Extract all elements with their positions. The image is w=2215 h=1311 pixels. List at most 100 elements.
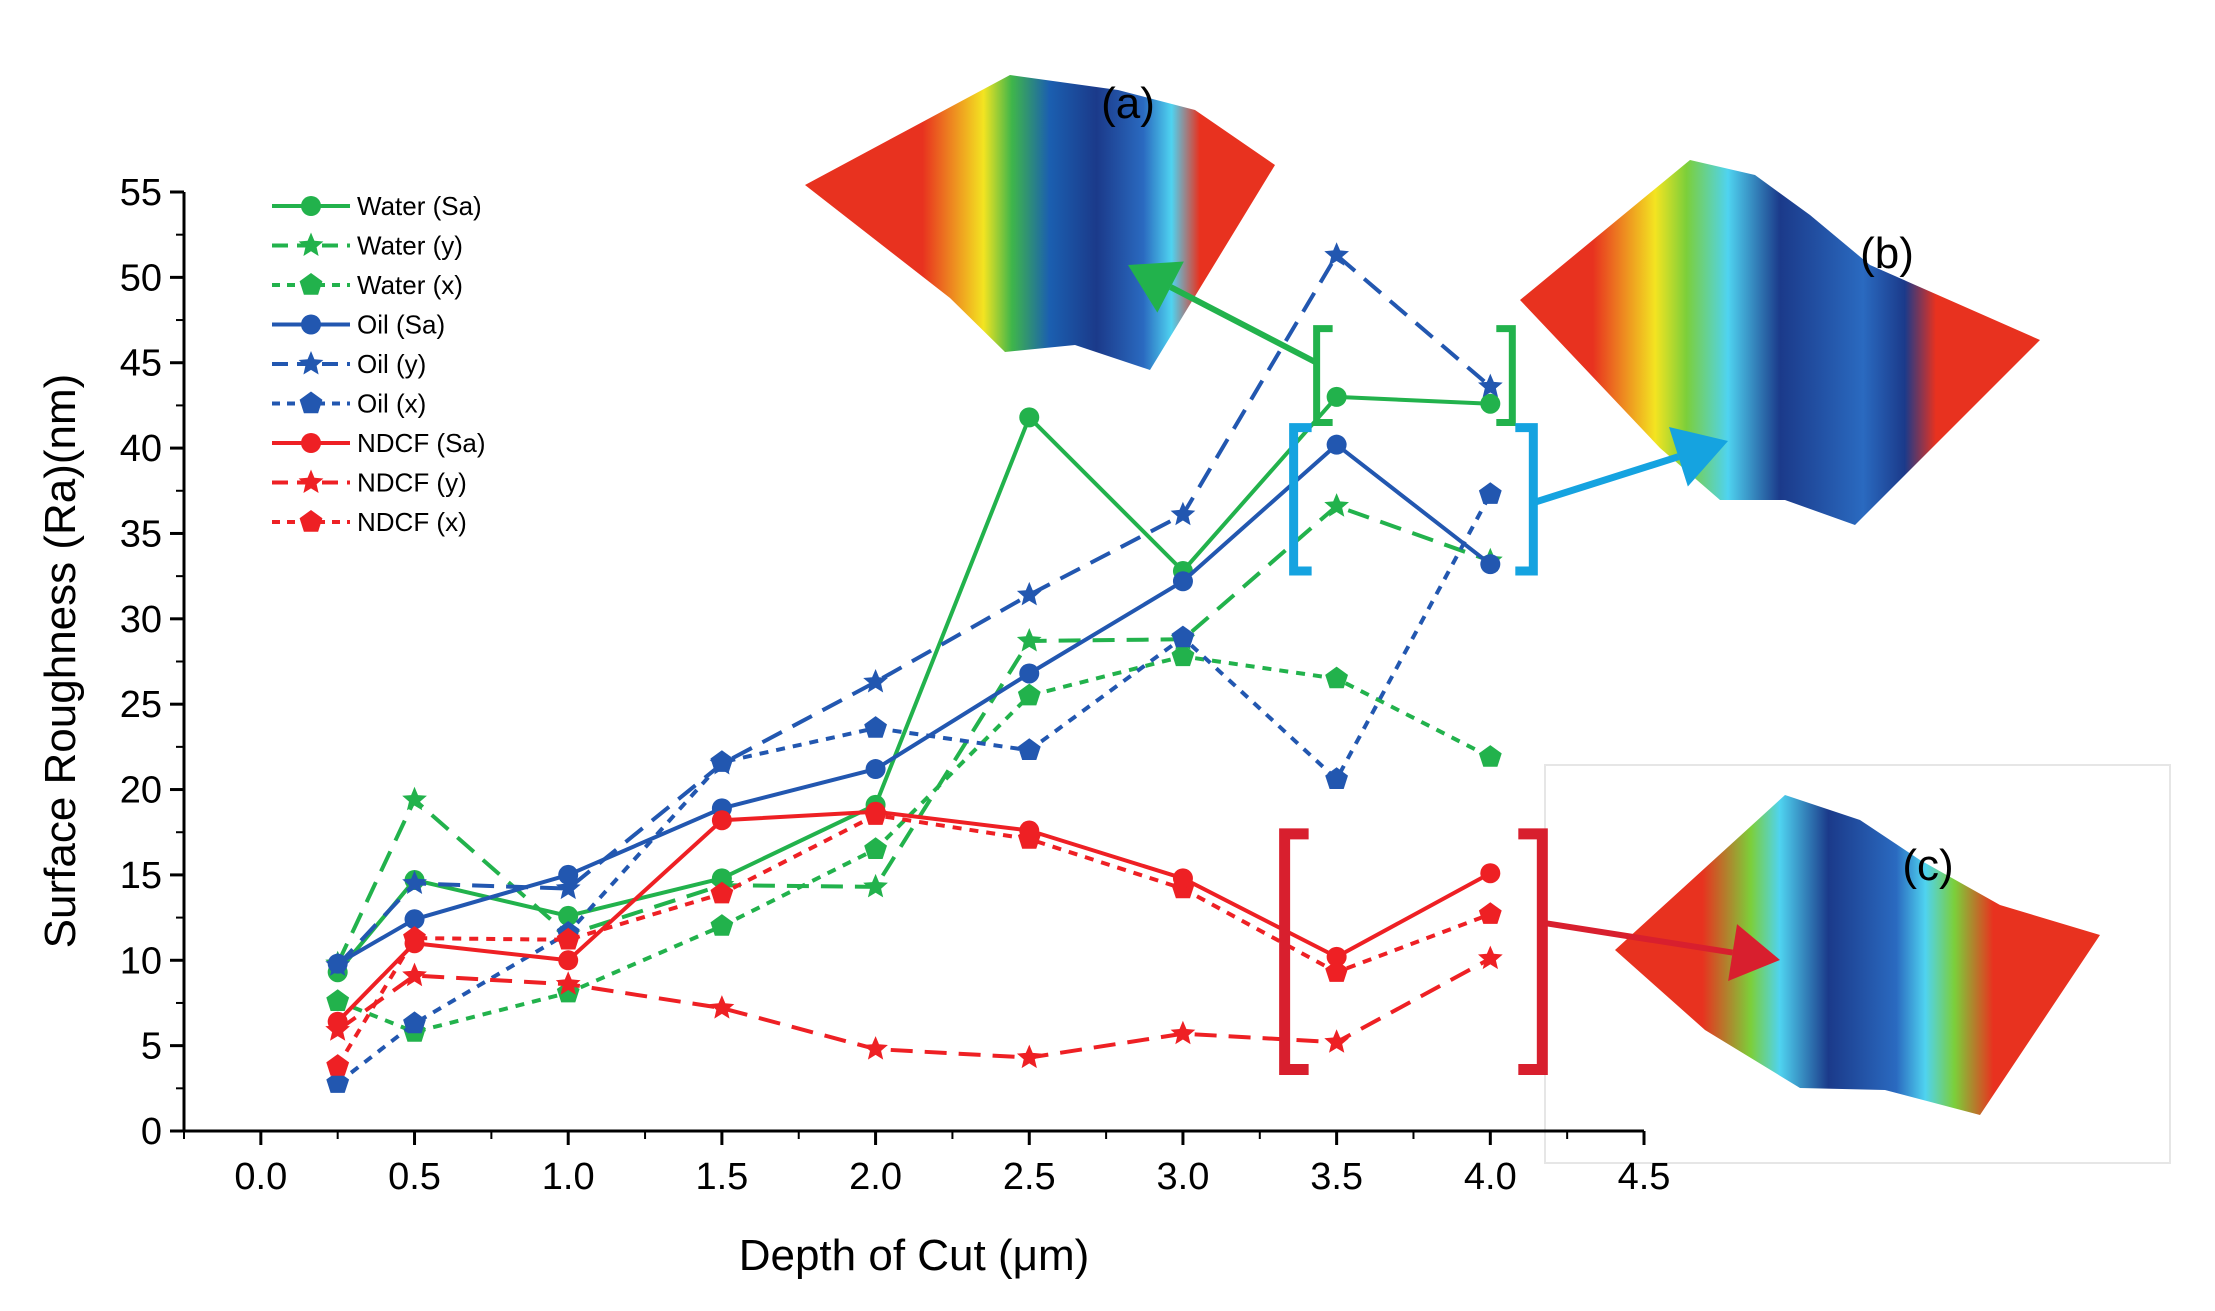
data-point bbox=[1324, 242, 1349, 266]
inset-label-a: (a) bbox=[1101, 79, 1155, 128]
legend-marker bbox=[299, 391, 323, 414]
data-point bbox=[402, 870, 427, 894]
data-point bbox=[1326, 386, 1347, 407]
y-tick-label: 25 bbox=[120, 684, 162, 726]
data-point bbox=[1016, 628, 1042, 652]
x-tick-label: 3.5 bbox=[1310, 1156, 1363, 1198]
series-ndcf-y bbox=[325, 945, 1503, 1069]
series-water-x bbox=[326, 644, 1502, 1042]
inset-label-c: (c) bbox=[1902, 841, 1953, 890]
data-point bbox=[710, 914, 734, 936]
data-point bbox=[710, 881, 734, 904]
data-point bbox=[865, 801, 886, 822]
legend-item: Water (y) bbox=[272, 231, 463, 261]
legend-label: Oil (Sa) bbox=[357, 310, 445, 340]
data-point bbox=[1017, 683, 1041, 706]
inset-label-b: (b) bbox=[1860, 229, 1914, 278]
legend-label: Water (Sa) bbox=[357, 191, 482, 221]
legend-marker bbox=[299, 273, 323, 295]
x-tick-label: 2.5 bbox=[1003, 1156, 1056, 1198]
series-oil-x bbox=[326, 482, 1502, 1093]
data-point bbox=[326, 1054, 350, 1076]
data-point bbox=[1016, 581, 1042, 606]
data-point bbox=[1170, 1020, 1196, 1045]
data-point bbox=[709, 995, 735, 1019]
data-point bbox=[1324, 493, 1349, 517]
legend-label: Water (y) bbox=[357, 231, 463, 261]
data-point bbox=[404, 933, 425, 954]
legend-item: Oil (Sa) bbox=[272, 310, 445, 340]
x-tick-label: 2.0 bbox=[849, 1156, 902, 1198]
data-point bbox=[1324, 1029, 1349, 1053]
x-tick-label: 4.0 bbox=[1464, 1156, 1517, 1198]
y-tick-label: 40 bbox=[120, 428, 162, 470]
y-ticks: 0 5 10 15 20 25 30 35 40 45 50 55 bbox=[120, 172, 184, 1153]
data-point bbox=[1478, 945, 1503, 970]
legend-item: NDCF (Sa) bbox=[272, 428, 486, 458]
data-point bbox=[1170, 501, 1196, 526]
x-tick-label: 3.0 bbox=[1157, 1156, 1210, 1198]
series-line-oil-x bbox=[336, 493, 1493, 1085]
data-point bbox=[402, 786, 427, 811]
y-axis-title: Surface Roughness (Ra)(nm) bbox=[36, 374, 85, 949]
legend-label: Oil (x) bbox=[357, 389, 426, 419]
data-point bbox=[402, 962, 427, 987]
y-tick-label: 55 bbox=[120, 172, 162, 214]
data-point bbox=[1171, 625, 1195, 648]
legend-item: NDCF (y) bbox=[272, 468, 467, 498]
x-tick-label: 0.5 bbox=[388, 1156, 441, 1198]
callouts bbox=[1128, 261, 1780, 1076]
data-point bbox=[1019, 663, 1040, 684]
y-tick-label: 30 bbox=[120, 599, 162, 641]
data-point bbox=[1172, 868, 1193, 889]
data-point bbox=[863, 873, 888, 898]
data-point bbox=[327, 953, 348, 974]
y-tick-label: 50 bbox=[120, 257, 162, 299]
series-line-ndcf-y bbox=[336, 956, 1492, 1060]
y-tick-label: 10 bbox=[120, 940, 162, 982]
legend-marker bbox=[298, 351, 324, 375]
legend-marker bbox=[301, 196, 321, 216]
callout-arrow bbox=[1532, 426, 1728, 507]
data-point bbox=[864, 837, 887, 859]
data-point bbox=[558, 905, 579, 926]
y-tick-label: 15 bbox=[120, 855, 162, 897]
data-point bbox=[1478, 902, 1502, 924]
legend-item: Oil (y) bbox=[272, 349, 426, 379]
data-point bbox=[1325, 666, 1348, 689]
series-ndcf-sa bbox=[327, 801, 1501, 1032]
x-tick-label: 4.5 bbox=[1618, 1156, 1671, 1198]
legend-marker bbox=[299, 510, 323, 532]
data-point bbox=[555, 971, 581, 995]
y-tick-label: 5 bbox=[141, 1026, 162, 1068]
legend-label: Oil (y) bbox=[357, 349, 426, 379]
data-point bbox=[326, 1071, 350, 1093]
data-point bbox=[1325, 767, 1348, 789]
data-point bbox=[555, 875, 581, 900]
x-tick-label: 1.5 bbox=[695, 1156, 748, 1198]
data-point bbox=[326, 989, 350, 1011]
callout-arrow bbox=[1128, 261, 1319, 366]
data-point bbox=[863, 669, 888, 693]
data-point bbox=[709, 750, 735, 775]
legend-label: NDCF (y) bbox=[357, 468, 467, 498]
x-tick-label: 1.0 bbox=[542, 1156, 595, 1198]
data-point bbox=[711, 868, 732, 889]
x-axis-title: Depth of Cut (μm) bbox=[739, 1231, 1090, 1280]
y-tick-label: 45 bbox=[120, 343, 162, 385]
series-line-ndcf-x bbox=[335, 813, 1492, 1068]
x-tick-label: 0.0 bbox=[234, 1156, 287, 1198]
legend-label: NDCF (x) bbox=[357, 507, 467, 537]
series-ndcf-x bbox=[326, 803, 1502, 1076]
data-point bbox=[1478, 373, 1503, 398]
data-point bbox=[1326, 946, 1347, 967]
series-line-ndcf-sa bbox=[336, 809, 1492, 1024]
data-point bbox=[558, 864, 579, 885]
legend-label: NDCF (Sa) bbox=[357, 428, 486, 458]
callout-bracket bbox=[1313, 325, 1516, 426]
legend-marker bbox=[298, 232, 324, 256]
series-oil-y bbox=[325, 242, 1503, 976]
legend-label: Water (x) bbox=[357, 270, 463, 300]
callout-bracket bbox=[1279, 828, 1548, 1076]
